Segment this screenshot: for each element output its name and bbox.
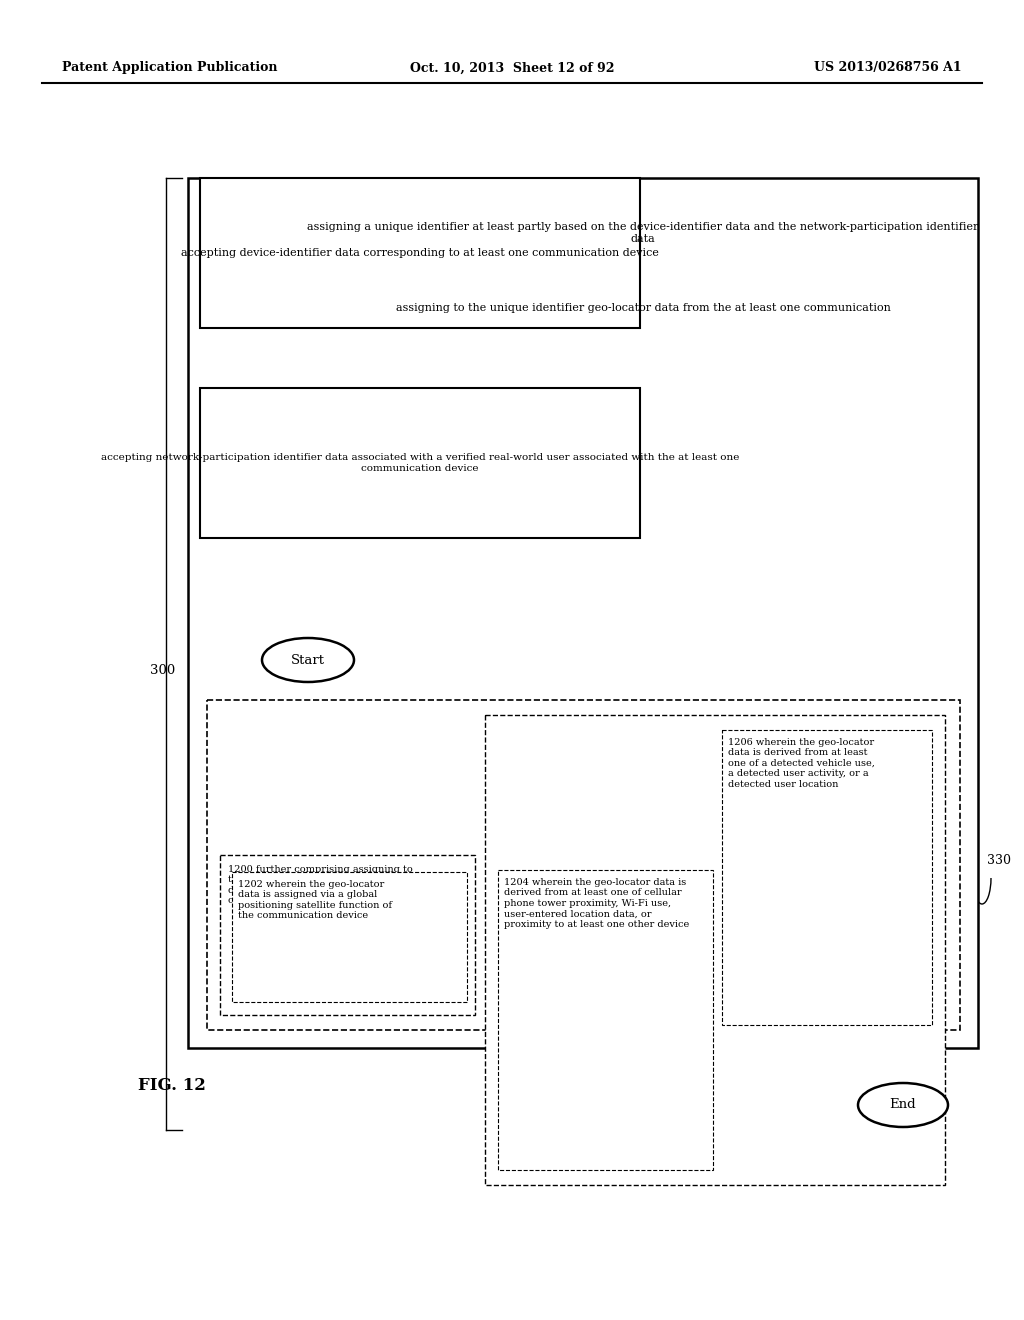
Text: End: End xyxy=(890,1098,916,1111)
Text: accepting network-participation identifier data associated with a verified real-: accepting network-participation identifi… xyxy=(100,453,739,473)
FancyBboxPatch shape xyxy=(485,715,945,1185)
Text: assigning to the unique identifier geo-locator data from the at least one commun: assigning to the unique identifier geo-l… xyxy=(395,304,891,313)
Text: 300: 300 xyxy=(150,664,175,676)
Text: 1202 wherein the geo-locator
data is assigned via a global
positioning satellite: 1202 wherein the geo-locator data is ass… xyxy=(238,880,392,920)
Text: 310: 310 xyxy=(383,242,407,255)
Text: accepting device-identifier data corresponding to at least one communication dev: accepting device-identifier data corresp… xyxy=(181,248,658,257)
FancyBboxPatch shape xyxy=(722,730,932,1026)
Text: 330: 330 xyxy=(987,854,1011,866)
Text: Oct. 10, 2013  Sheet 12 of 92: Oct. 10, 2013 Sheet 12 of 92 xyxy=(410,62,614,74)
FancyBboxPatch shape xyxy=(207,700,961,1030)
FancyBboxPatch shape xyxy=(220,855,475,1015)
FancyBboxPatch shape xyxy=(200,388,640,539)
Ellipse shape xyxy=(262,638,354,682)
Text: FIG. 12: FIG. 12 xyxy=(138,1077,206,1093)
Text: 1206 wherein the geo-locator
data is derived from at least
one of a detected veh: 1206 wherein the geo-locator data is der… xyxy=(728,738,874,788)
FancyBboxPatch shape xyxy=(200,178,640,327)
FancyBboxPatch shape xyxy=(188,178,978,1048)
Text: 320: 320 xyxy=(450,211,474,224)
Text: US 2013/0268756 A1: US 2013/0268756 A1 xyxy=(814,62,962,74)
FancyBboxPatch shape xyxy=(498,870,713,1170)
Text: 1200 further comprising assigning to
the unique identifier geo-locator
data from: 1200 further comprising assigning to the… xyxy=(228,865,413,906)
Text: 1204 wherein the geo-locator data is
derived from at least one of cellular
phone: 1204 wherein the geo-locator data is der… xyxy=(504,878,689,928)
Text: Patent Application Publication: Patent Application Publication xyxy=(62,62,278,74)
Text: assigning a unique identifier at least partly based on the device-identifier dat: assigning a unique identifier at least p… xyxy=(307,222,979,244)
Ellipse shape xyxy=(858,1082,948,1127)
FancyBboxPatch shape xyxy=(232,873,467,1002)
Text: Start: Start xyxy=(291,653,325,667)
